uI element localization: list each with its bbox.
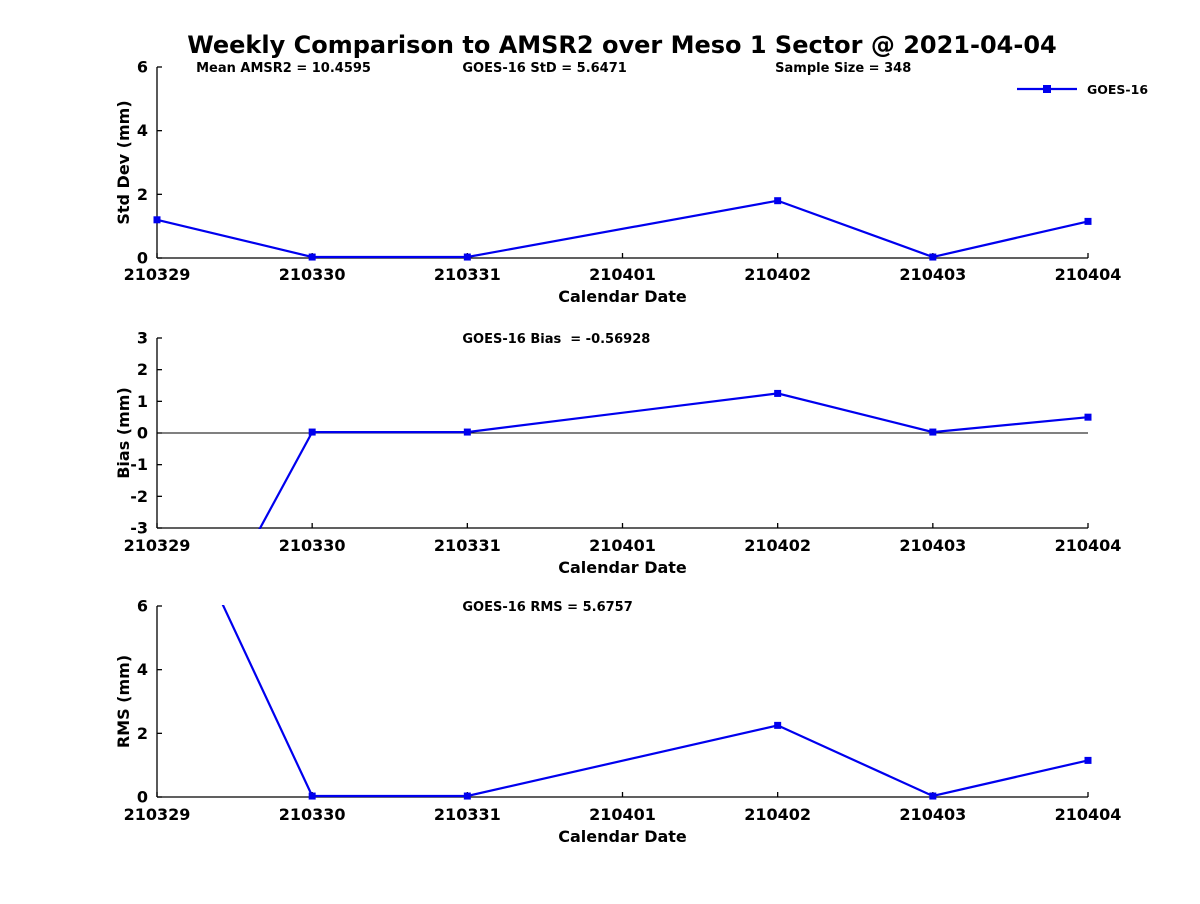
- annotation-text: Sample Size = 348: [775, 61, 911, 76]
- x-tick-label: 210401: [589, 805, 656, 824]
- x-tick-label: 210329: [124, 265, 191, 284]
- annotation-text: GOES-16 StD = 5.6471: [462, 61, 626, 76]
- x-tick-label: 210402: [744, 265, 811, 284]
- data-point-marker: [774, 389, 782, 397]
- x-tick-label: 210403: [899, 805, 966, 824]
- y-tick-label: -1: [130, 455, 148, 474]
- data-point-marker: [308, 253, 316, 261]
- x-tick-label: 210404: [1055, 536, 1122, 555]
- y-tick-label: 4: [137, 660, 148, 679]
- series-line: [221, 605, 1089, 798]
- y-tick-label: 2: [137, 360, 148, 379]
- data-point-marker: [463, 253, 471, 261]
- x-tick-label: 210329: [124, 536, 191, 555]
- x-tick-label: 210402: [744, 805, 811, 824]
- x-tick-label: 210401: [589, 265, 656, 284]
- x-tick-label: 210331: [434, 536, 501, 555]
- subplot-bias: -3 -2 -1 0 1 2 3 210329 210330 210331 210401 210402…: [114, 329, 1122, 578]
- x-tick-label: 210401: [589, 536, 656, 555]
- data-point-marker: [1084, 217, 1092, 225]
- data-point-marker: [1084, 756, 1092, 764]
- y-tick-label: 1: [137, 392, 148, 411]
- subplot-rms: 0 2 4 6 210329 210330 210331 210401 210402 210403…: [114, 597, 1122, 847]
- y-axis-title: Bias (mm): [114, 387, 133, 479]
- y-tick-label: -2: [130, 487, 148, 506]
- x-tick-label: 210330: [279, 536, 346, 555]
- series-line: [156, 199, 1089, 259]
- data-point-marker: [463, 428, 471, 436]
- y-tick-label: 2: [137, 724, 148, 743]
- data-point-marker: [1084, 413, 1092, 421]
- data-point-marker: [929, 428, 937, 436]
- legend-label: GOES-16: [1087, 82, 1148, 97]
- x-axis-title: Calendar Date: [558, 827, 687, 846]
- y-tick-label: 0: [137, 788, 148, 807]
- x-tick-label: 210402: [744, 536, 811, 555]
- data-point-marker: [308, 792, 316, 800]
- x-tick-label: 210403: [899, 536, 966, 555]
- subplot-stddev: 0 2 4 6 210329 210330 210331 210401 210402 210403…: [114, 58, 1148, 307]
- data-point-marker: [929, 253, 937, 261]
- annotation-text: GOES-16 Bias = -0.56928: [462, 332, 650, 347]
- x-tick-label: 210329: [124, 805, 191, 824]
- y-tick-label: 6: [137, 58, 148, 77]
- y-tick-label: 4: [137, 121, 148, 140]
- data-point-marker: [774, 721, 782, 729]
- x-tick-label: 210331: [434, 265, 501, 284]
- y-tick-label: 0: [137, 424, 148, 443]
- annotation-text: Mean AMSR2 = 10.4595: [196, 61, 371, 76]
- y-tick-label: 3: [137, 329, 148, 348]
- x-tick-label: 210404: [1055, 265, 1122, 284]
- x-tick-label: 210330: [279, 805, 346, 824]
- data-point-marker: [463, 792, 471, 800]
- data-point-marker: [308, 428, 316, 436]
- y-tick-label: 6: [137, 597, 148, 616]
- x-tick-label: 210331: [434, 805, 501, 824]
- data-point-marker: [929, 792, 937, 800]
- y-tick-label: 2: [137, 185, 148, 204]
- annotation-text: GOES-16 RMS = 5.6757: [462, 600, 632, 615]
- x-tick-label: 210404: [1055, 805, 1122, 824]
- y-tick-label: -3: [130, 519, 148, 538]
- legend-marker: [1043, 85, 1051, 93]
- series-line: [258, 392, 1089, 529]
- data-point-marker: [774, 197, 782, 205]
- figure-title: Weekly Comparison to AMSR2 over Meso 1 S…: [187, 31, 1056, 59]
- y-axis-title: Std Dev (mm): [114, 100, 133, 224]
- x-tick-label: 210403: [899, 265, 966, 284]
- x-tick-label: 210330: [279, 265, 346, 284]
- y-axis-title: RMS (mm): [114, 655, 133, 748]
- y-tick-label: 0: [137, 249, 148, 268]
- x-axis-title: Calendar Date: [558, 558, 687, 577]
- x-axis-title: Calendar Date: [558, 287, 687, 306]
- data-point-marker: [153, 216, 161, 224]
